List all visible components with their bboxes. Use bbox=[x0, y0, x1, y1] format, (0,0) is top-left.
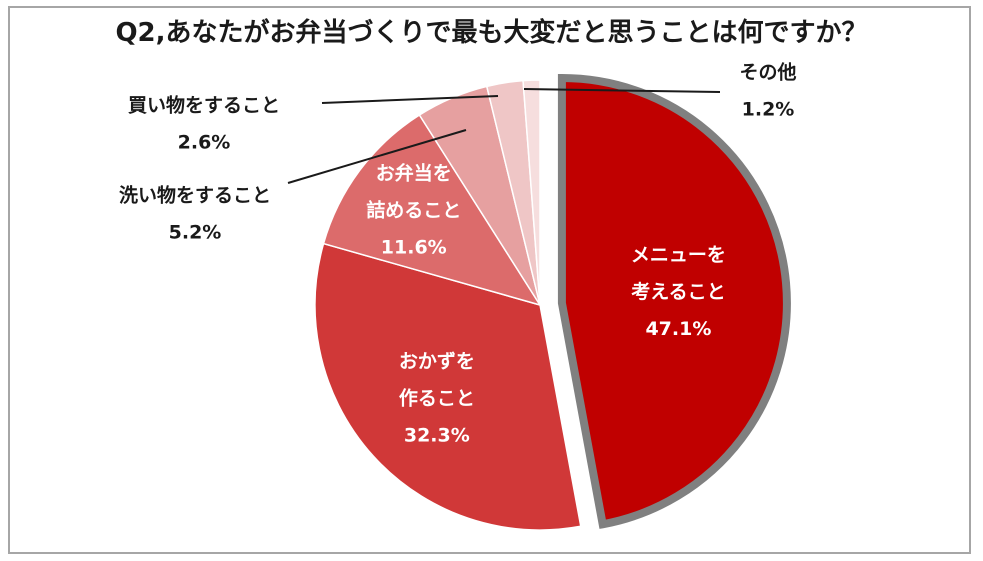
slice-category-label-5: その他 bbox=[739, 61, 796, 84]
slice-value-label-1: 32.3% bbox=[404, 424, 470, 446]
slice-category-label-1: 作ること bbox=[399, 386, 475, 409]
chart-title: Q2,あなたがお弁当づくりで最も大変だと思うことは何ですか？ bbox=[115, 18, 868, 48]
leader-line-3 bbox=[287, 129, 467, 184]
slice-category-label-0: メニューを bbox=[631, 244, 726, 266]
slice-category-label-3: 洗い物をすること bbox=[119, 184, 271, 207]
slice-value-label-0: 47.1% bbox=[645, 318, 711, 340]
leader-line-4 bbox=[321, 95, 499, 104]
slice-category-label-2: お弁当を bbox=[376, 161, 452, 184]
slice-category-label-2: 詰めること bbox=[366, 198, 461, 221]
pie-slice-0 bbox=[557, 73, 791, 529]
slice-value-label-5: 1.2% bbox=[742, 99, 795, 121]
pie-slice-5 bbox=[522, 79, 541, 306]
slice-category-label-0: 考えること bbox=[631, 281, 725, 303]
slice-category-label-4: 買い物をすること bbox=[128, 94, 280, 117]
leader-line-5 bbox=[523, 88, 721, 93]
slice-value-label-3: 5.2% bbox=[169, 222, 222, 244]
slice-value-label-4: 2.6% bbox=[178, 132, 231, 154]
slice-value-label-2: 11.6% bbox=[381, 236, 447, 258]
slice-category-label-1: おかずを bbox=[399, 350, 475, 372]
pie-slice-2 bbox=[322, 113, 542, 307]
pie-slice-1 bbox=[314, 242, 582, 531]
